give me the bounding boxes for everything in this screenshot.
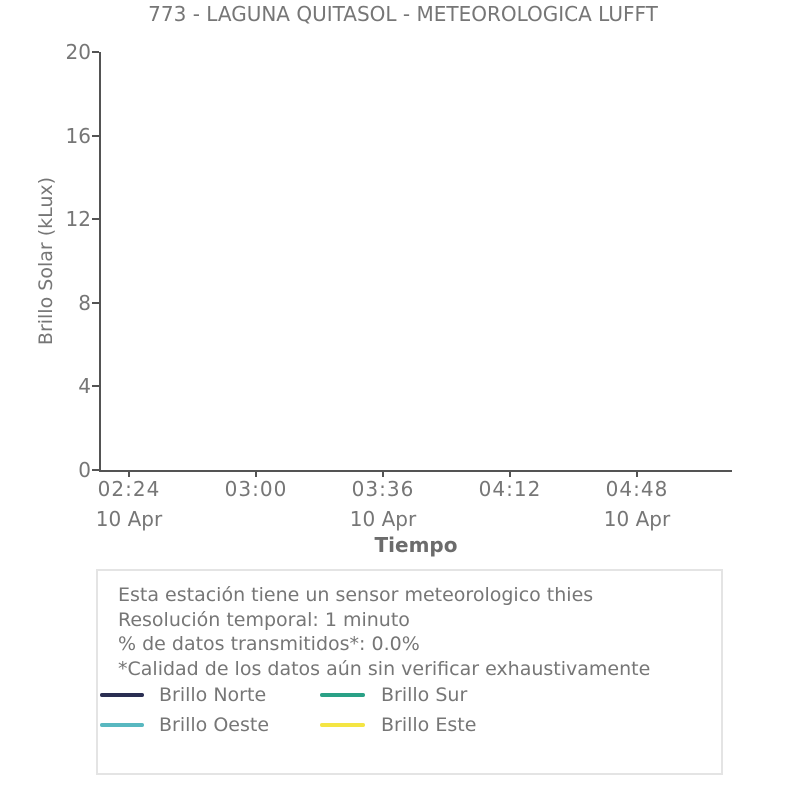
- x-tick-label: 03:00: [224, 477, 288, 501]
- legend-entry-brillo-oeste[interactable]: Brillo Oeste: [159, 714, 270, 736]
- y-tick-label: 0: [78, 458, 91, 482]
- x-tick-mark: [255, 472, 257, 477]
- y-tick-label: 16: [65, 124, 91, 148]
- y-tick-mark: [92, 302, 99, 304]
- legend-entry-brillo-este[interactable]: Brillo Este: [381, 714, 477, 736]
- x-date-label: 10 Apr: [603, 507, 671, 531]
- legend-entry-brillo-norte[interactable]: Brillo Norte: [159, 684, 267, 706]
- x-date-label: 10 Apr: [95, 507, 163, 531]
- x-tick-mark: [509, 472, 511, 477]
- info-line-sensor: Esta estación tiene un sensor meteorolog…: [118, 584, 594, 606]
- info-line-transmitted: % de datos transmitidos*: 0.0%: [118, 633, 420, 655]
- info-line-quality: *Calidad de los datos aún sin verificar …: [118, 657, 651, 680]
- x-axis-line: [99, 470, 732, 472]
- info-lines: Esta estación tiene un sensor meteorolog…: [118, 583, 708, 681]
- x-axis-title: Tiempo: [374, 533, 458, 557]
- legend-entry-brillo-sur[interactable]: Brillo Sur: [381, 684, 468, 706]
- x-tick-label: 02:24: [97, 477, 161, 501]
- x-tick-label: 03:36: [351, 477, 415, 501]
- x-tick-mark: [636, 472, 638, 477]
- info-line-resolution: Resolución temporal: 1 minuto: [118, 608, 410, 631]
- y-axis-title: Brillo Solar (kLux): [35, 176, 57, 346]
- legend-swatch-brillo-norte: [100, 693, 144, 697]
- y-tick-label: 4: [78, 374, 91, 398]
- info-box: Esta estación tiene un sensor meteorolog…: [96, 569, 723, 775]
- y-axis-line: [99, 52, 101, 472]
- x-tick-label: 04:48: [605, 477, 669, 501]
- y-tick-label: 20: [65, 40, 91, 64]
- y-tick-mark: [92, 135, 99, 137]
- y-tick-mark: [92, 469, 99, 471]
- x-tick-label: 04:12: [478, 477, 542, 501]
- legend-swatch-brillo-este: [320, 723, 365, 727]
- y-tick-mark: [92, 51, 99, 53]
- plot-area[interactable]: [101, 52, 730, 470]
- x-date-label: 10 Apr: [349, 507, 417, 531]
- chart-title: 773 - LAGUNA QUITASOL - METEOROLOGICA LU…: [148, 2, 658, 26]
- x-tick-mark: [382, 472, 384, 477]
- y-tick-mark: [92, 385, 99, 387]
- y-tick-label: 12: [65, 207, 91, 231]
- y-tick-label: 8: [78, 291, 91, 315]
- x-tick-mark: [128, 472, 130, 477]
- y-tick-mark: [92, 218, 99, 220]
- legend-swatch-brillo-sur: [320, 693, 365, 697]
- legend-swatch-brillo-oeste: [100, 723, 144, 727]
